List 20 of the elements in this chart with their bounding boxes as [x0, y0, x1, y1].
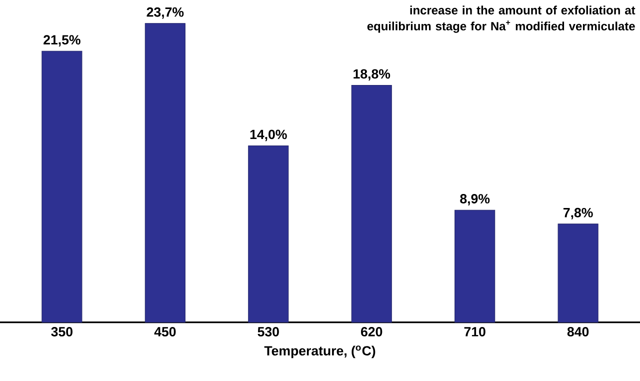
x-axis-title: Temperature, ($^{o}$C): [264, 346, 376, 358]
x-tick-label: 620: [361, 327, 382, 336]
x-tick-label: 350: [51, 327, 72, 336]
data-label: 21,5%: [44, 35, 80, 46]
chart-title: increase in the amount of exfoliation at equilibrium stage for Na$^{+}$ modified vermiculate: [367, 6, 636, 33]
data-label: 8,9%: [460, 194, 490, 206]
bar: [144, 23, 186, 323]
data-label: 14,0%: [250, 130, 287, 142]
x-tick-label: 840: [567, 327, 589, 336]
bar: [454, 210, 496, 323]
x-tick-label: 710: [464, 327, 486, 336]
bar: [558, 224, 598, 323]
x-tick-label: 530: [258, 327, 279, 336]
data-label: 23,7%: [146, 7, 184, 19]
data-label: 7,8%: [563, 208, 593, 220]
x-tick-label: 450: [154, 327, 176, 336]
data-label: 18,8%: [354, 69, 390, 81]
bar: [42, 50, 82, 323]
bar: [351, 84, 392, 323]
bar: [248, 145, 289, 323]
